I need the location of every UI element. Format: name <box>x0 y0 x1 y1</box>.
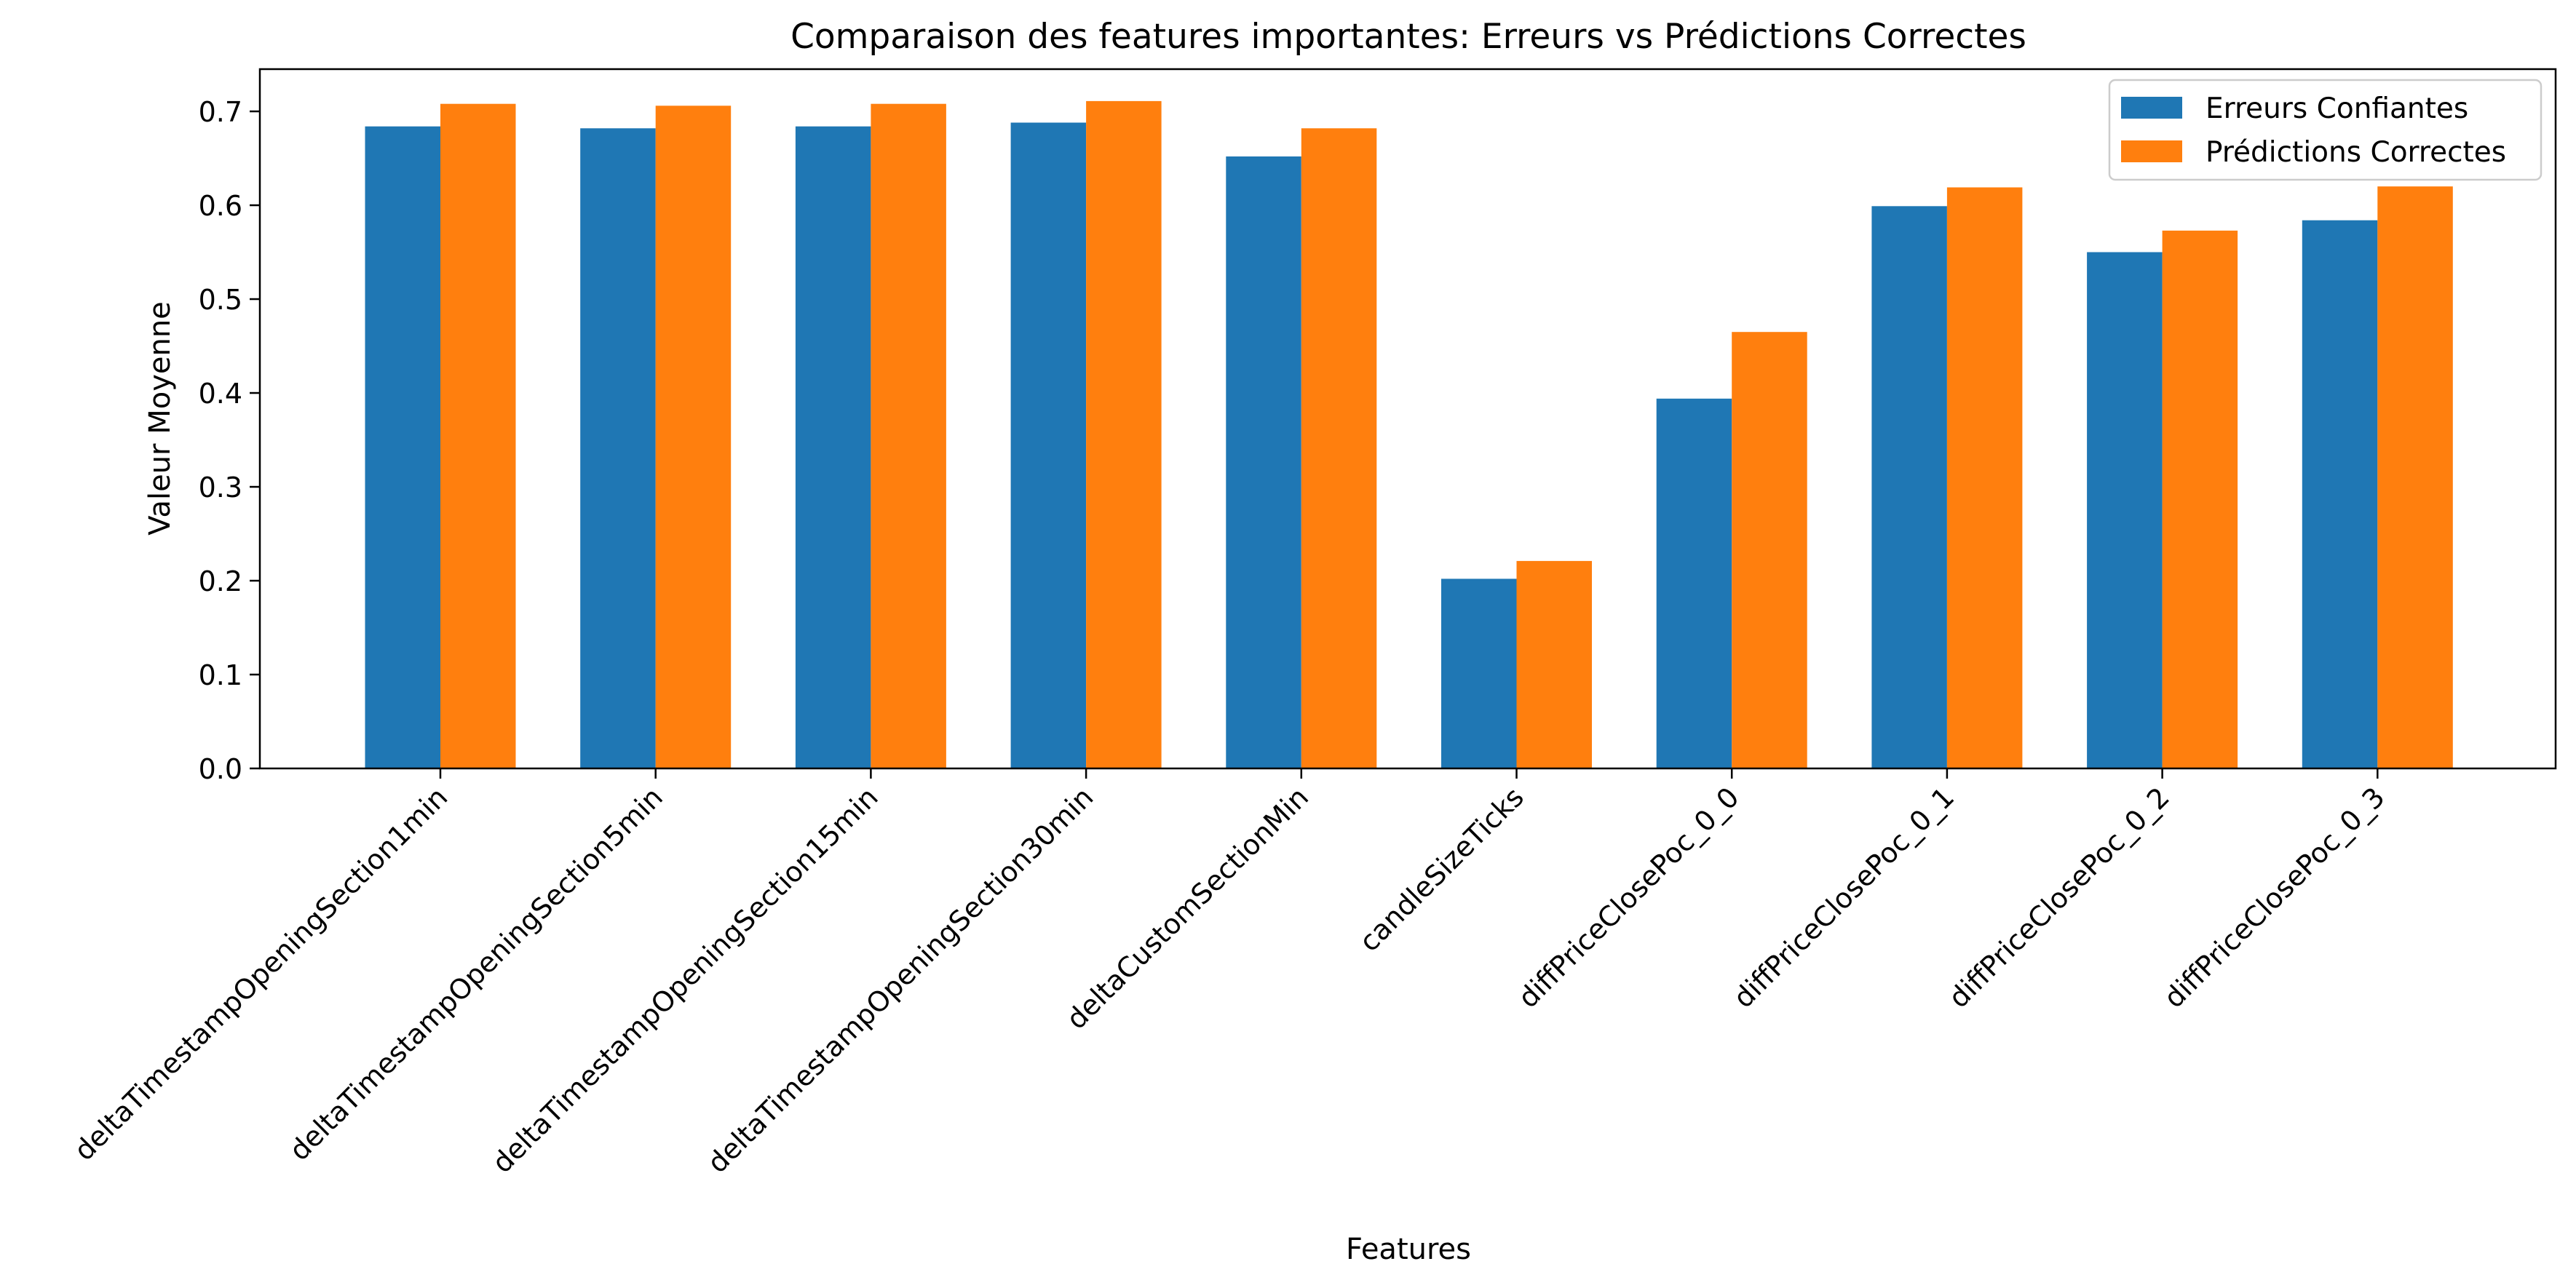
x-tick-label-6: diffPriceClosePoc_0_0 <box>1512 781 1745 1014</box>
bar-erreurs-1 <box>580 128 656 769</box>
bar-erreurs-7 <box>1871 206 1947 768</box>
y-tick-label-5: 0.5 <box>199 284 242 316</box>
bar-erreurs-3 <box>1010 122 1087 768</box>
bar-predictions-2 <box>871 103 946 768</box>
bar-erreurs-0 <box>365 126 440 768</box>
plot-frame <box>258 68 2557 770</box>
bar-erreurs-5 <box>1441 579 1517 768</box>
x-tick-label-0: deltaTimestampOpeningSection1min <box>68 781 453 1166</box>
x-tick-label-9: diffPriceClosePoc_0_3 <box>2157 781 2390 1014</box>
bar-erreurs-9 <box>2302 220 2378 768</box>
chart-title: Comparaison des features importantes: Er… <box>790 17 2026 57</box>
x-tick-label-4: deltaCustomSectionMin <box>1061 781 1315 1035</box>
legend-label-0: Erreurs Confiantes <box>2206 92 2468 125</box>
legend: Erreurs Confiantes Prédictions Correctes <box>2108 79 2543 181</box>
bar-predictions-4 <box>1301 128 1377 769</box>
x-tick-label-3: deltaTimestampOpeningSection30min <box>701 781 1099 1179</box>
x-tick-label-1: deltaTimestampOpeningSection5min <box>283 781 669 1166</box>
y-tick-label-1: 0.1 <box>199 659 242 691</box>
y-tick-label-2: 0.2 <box>199 565 242 597</box>
x-tick-label-7: diffPriceClosePoc_0_1 <box>1727 781 1960 1014</box>
bar-predictions-5 <box>1516 560 1592 768</box>
bar-erreurs-4 <box>1226 156 1301 768</box>
y-tick-label-0: 0.0 <box>199 753 242 785</box>
legend-swatch-1 <box>2121 140 2182 162</box>
bar-erreurs-8 <box>2087 252 2163 768</box>
x-tick-label-8: diffPriceClosePoc_0_2 <box>1943 781 2176 1014</box>
y-tick-label-4: 0.4 <box>199 378 242 410</box>
x-tick-label-5: candleSizeTicks <box>1353 781 1530 958</box>
y-axis-label: Valeur Moyenne <box>143 301 177 536</box>
bar-predictions-0 <box>440 103 516 768</box>
y-tick-label-3: 0.3 <box>199 472 242 504</box>
legend-box <box>2108 79 2543 181</box>
bar-erreurs-2 <box>795 126 871 768</box>
bar-predictions-7 <box>1946 187 2023 768</box>
legend-swatch-0 <box>2121 97 2182 119</box>
y-tick-label-7: 0.7 <box>199 96 242 128</box>
legend-label-1: Prédictions Correctes <box>2206 136 2506 169</box>
bar-predictions-3 <box>1086 100 1162 768</box>
bar-predictions-6 <box>1732 332 1807 768</box>
bar-predictions-9 <box>2377 186 2453 768</box>
bar-predictions-8 <box>2162 230 2238 768</box>
y-tick-label-6: 0.6 <box>199 190 242 222</box>
x-axis-label: Features <box>1346 1233 1471 1266</box>
x-tick-label-2: deltaTimestampOpeningSection15min <box>486 781 884 1179</box>
bar-predictions-1 <box>655 106 732 769</box>
bars-layer <box>365 100 2453 769</box>
bar-erreurs-6 <box>1656 398 1732 768</box>
